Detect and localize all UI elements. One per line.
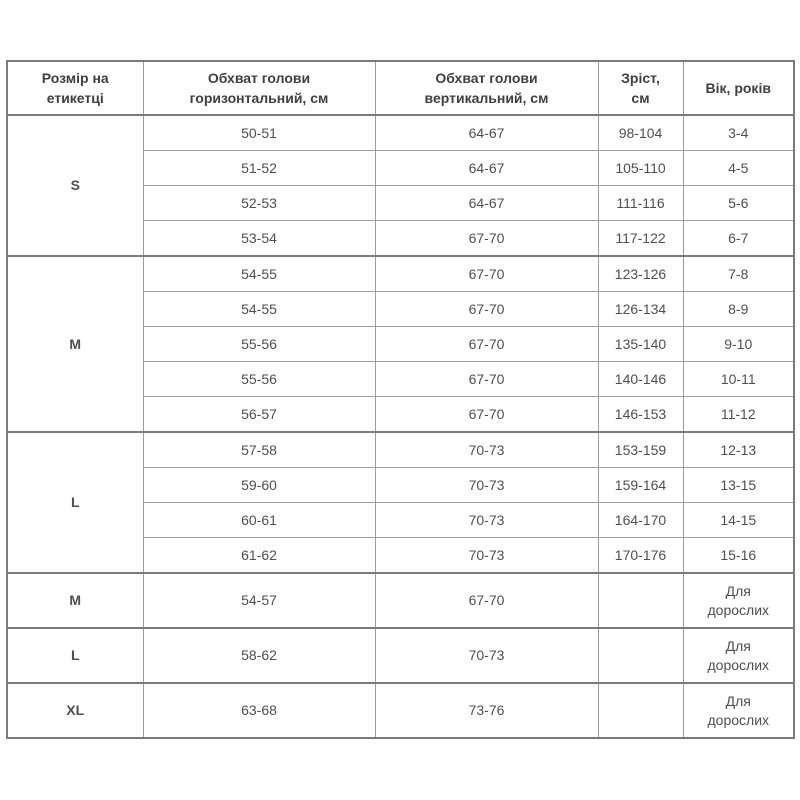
- cell-height: 117-122: [597, 220, 684, 257]
- table-row: 53-54 67-70 117-122 6-7: [7, 220, 795, 257]
- cell-horizontal-circumference: 56-57: [142, 396, 376, 433]
- table-row: 55-56 67-70 140-146 10-11: [7, 361, 795, 397]
- size-label-cell: XL: [6, 682, 144, 739]
- cell-height: 164-170: [597, 502, 684, 538]
- table-row: 52-53 64-67 111-116 5-6: [7, 185, 795, 221]
- cell-age: 15-16: [682, 537, 795, 574]
- cell-age: 11-12: [682, 396, 795, 433]
- table-row: 56-57 67-70 146-153 11-12: [7, 396, 795, 433]
- cell-height: 111-116: [597, 185, 684, 221]
- size-label-cell: M: [6, 572, 144, 629]
- cell-height: [597, 682, 684, 739]
- cell-vertical-circumference: 70-73: [374, 431, 599, 468]
- cell-vertical-circumference: 70-73: [374, 467, 599, 503]
- cell-horizontal-circumference: 61-62: [142, 537, 376, 574]
- cell-age: 7-8: [682, 255, 795, 292]
- size-label-cell: S: [6, 114, 144, 257]
- cell-horizontal-circumference: 60-61: [142, 502, 376, 538]
- cell-age: 5-6: [682, 185, 795, 221]
- table-row: XL 63-68 73-76 Для дорослих: [6, 682, 795, 739]
- cell-height: 153-159: [597, 431, 684, 468]
- col-header-height: Зріст, см: [597, 60, 684, 116]
- cell-vertical-circumference: 67-70: [374, 220, 599, 257]
- cell-age: 4-5: [682, 150, 795, 186]
- cell-vertical-circumference: 67-70: [374, 572, 599, 629]
- cell-vertical-circumference: 70-73: [374, 627, 599, 684]
- cell-height: 98-104: [597, 114, 684, 151]
- cell-vertical-circumference: 70-73: [374, 537, 599, 574]
- cell-vertical-circumference: 70-73: [374, 502, 599, 538]
- cell-vertical-circumference: 64-67: [374, 114, 599, 151]
- cell-height: 170-176: [597, 537, 684, 574]
- cell-horizontal-circumference: 50-51: [142, 114, 376, 151]
- cell-age: Для дорослих: [682, 627, 795, 684]
- cell-vertical-circumference: 67-70: [374, 361, 599, 397]
- cell-vertical-circumference: 67-70: [374, 396, 599, 433]
- cell-height: 126-134: [597, 291, 684, 327]
- cell-height: [597, 627, 684, 684]
- cell-age: 10-11: [682, 361, 795, 397]
- size-chart-table: Розмір на етикетці Обхват голови горизон…: [6, 60, 795, 739]
- cell-horizontal-circumference: 63-68: [142, 682, 376, 739]
- col-header-size-on-label: Розмір на етикетці: [6, 60, 144, 116]
- col-header-horizontal-circumference: Обхват голови горизонтальний, см: [142, 60, 376, 116]
- col-header-vertical-circumference: Обхват голови вертикальний, см: [374, 60, 599, 116]
- table-row: M 54-57 67-70 Для дорослих: [6, 572, 795, 629]
- table-body: S 50-51 64-67 98-104 3-4 51-52 64-67 105-110 4-5…: [6, 114, 795, 739]
- cell-horizontal-circumference: 54-57: [142, 572, 376, 629]
- cell-age: 3-4: [682, 114, 795, 151]
- cell-height: 159-164: [597, 467, 684, 503]
- cell-age: 14-15: [682, 502, 795, 538]
- cell-horizontal-circumference: 55-56: [142, 326, 376, 362]
- cell-age: 13-15: [682, 467, 795, 503]
- table-row: 55-56 67-70 135-140 9-10: [7, 326, 795, 362]
- cell-vertical-circumference: 67-70: [374, 326, 599, 362]
- size-label-cell: L: [6, 627, 144, 684]
- cell-height: 135-140: [597, 326, 684, 362]
- cell-vertical-circumference: 64-67: [374, 150, 599, 186]
- cell-age: Для дорослих: [682, 572, 795, 629]
- header-row: Розмір на етикетці Обхват голови горизон…: [6, 60, 795, 116]
- table-row: 59-60 70-73 159-164 13-15: [7, 467, 795, 503]
- cell-age: 8-9: [682, 291, 795, 327]
- cell-vertical-circumference: 67-70: [374, 291, 599, 327]
- cell-horizontal-circumference: 59-60: [142, 467, 376, 503]
- col-header-age: Вік, років: [682, 60, 795, 116]
- cell-horizontal-circumference: 54-55: [142, 255, 376, 292]
- cell-horizontal-circumference: 51-52: [142, 150, 376, 186]
- cell-height: 105-110: [597, 150, 684, 186]
- table-row: 60-61 70-73 164-170 14-15: [7, 502, 795, 538]
- cell-age: 9-10: [682, 326, 795, 362]
- size-label-cell: M: [6, 255, 144, 433]
- table-row: S 50-51 64-67 98-104 3-4: [6, 114, 795, 257]
- table-row: M 54-55 67-70 123-126 7-8: [6, 255, 795, 433]
- cell-vertical-circumference: 64-67: [374, 185, 599, 221]
- cell-vertical-circumference: 67-70: [374, 255, 599, 292]
- cell-age: 6-7: [682, 220, 795, 257]
- cell-horizontal-circumference: 54-55: [142, 291, 376, 327]
- cell-height: [597, 572, 684, 629]
- cell-horizontal-circumference: 55-56: [142, 361, 376, 397]
- table-row: 51-52 64-67 105-110 4-5: [7, 150, 795, 186]
- cell-vertical-circumference: 73-76: [374, 682, 599, 739]
- cell-height: 140-146: [597, 361, 684, 397]
- cell-horizontal-circumference: 58-62: [142, 627, 376, 684]
- cell-horizontal-circumference: 53-54: [142, 220, 376, 257]
- table-row: L 58-62 70-73 Для дорослих: [6, 627, 795, 684]
- cell-horizontal-circumference: 52-53: [142, 185, 376, 221]
- cell-height: 146-153: [597, 396, 684, 433]
- cell-height: 123-126: [597, 255, 684, 292]
- cell-age: Для дорослих: [682, 682, 795, 739]
- table-row: 54-55 67-70 126-134 8-9: [7, 291, 795, 327]
- cell-horizontal-circumference: 57-58: [142, 431, 376, 468]
- size-label-cell: L: [6, 431, 144, 574]
- table-row: L 57-58 70-73 153-159 12-13: [6, 431, 795, 574]
- cell-age: 12-13: [682, 431, 795, 468]
